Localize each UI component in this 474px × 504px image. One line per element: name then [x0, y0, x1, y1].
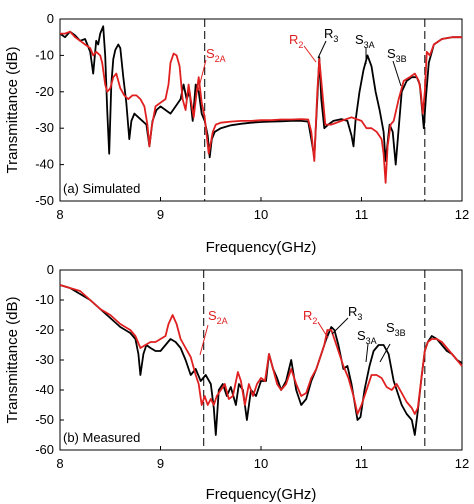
annotation-s2a-a: S2A — [197, 46, 226, 92]
svg-text:S3A: S3A — [355, 32, 375, 50]
annotation-sub: 3B — [395, 328, 406, 338]
annotation-r2-a: R2 — [289, 32, 317, 63]
annotation-sub: 3A — [366, 336, 377, 346]
panel-a-simulated: 0-10-20-30-40-50 8 9 10 11 12 (a) Simulated … — [4, 11, 469, 256]
y-tick-label: -30 — [35, 120, 54, 135]
y-axis-label-b: Transmittance (dB) — [4, 297, 21, 424]
x-tick-label: 12 — [455, 207, 469, 222]
annotation-s3b-a: S3B — [387, 46, 407, 87]
plot-frame-b — [59, 269, 463, 451]
annotation-s3a-a: S3A — [355, 32, 375, 64]
panel-label-a: (a) Simulated — [63, 181, 140, 196]
y-tick-label: -10 — [35, 292, 54, 307]
svg-text:S2A: S2A — [206, 46, 226, 64]
annotation-main: R — [289, 32, 298, 47]
panel-b-measured: 0 -10 -20 -30 -40 -50 -60 8 9 10 11 12 (b) Measure… — [4, 262, 469, 503]
annotation-main: S — [355, 32, 364, 47]
y-tick-label: -50 — [35, 193, 54, 208]
annotation-sub: 3 — [333, 34, 338, 44]
x-axis-label-b: Frequency(GHz) — [206, 486, 317, 503]
x-tick-label: 12 — [455, 456, 469, 471]
x-tick-label: 11 — [355, 456, 369, 471]
annotation-r3-b: R3 — [331, 304, 362, 335]
y-tick-label: -50 — [35, 412, 54, 427]
svg-text:R3: R3 — [324, 26, 338, 44]
y-tick-label: -60 — [35, 442, 54, 457]
annotation-sub: 2A — [215, 54, 226, 64]
y-tick-label: -40 — [35, 382, 54, 397]
annotation-main: S — [208, 308, 217, 323]
svg-text:R3: R3 — [348, 304, 362, 322]
annotation-r3-a: R3 — [317, 26, 338, 59]
y-axis-label-a: Transmittance (dB) — [4, 47, 21, 174]
y-tick-label: -10 — [35, 47, 54, 62]
x-tick-label: 10 — [254, 456, 268, 471]
svg-text:R2: R2 — [289, 32, 303, 50]
annotation-sub: 3A — [364, 40, 375, 50]
annotation-r2-b: R2 — [303, 308, 329, 339]
x-axis-label-a: Frequency(GHz) — [206, 239, 317, 256]
y-tick-label: 0 — [47, 262, 54, 277]
annotation-sub: 2A — [217, 316, 228, 326]
x-tick-label: 9 — [157, 456, 164, 471]
annotation-sub: 2 — [312, 316, 317, 326]
svg-text:R2: R2 — [303, 308, 317, 326]
annotation-main: R — [324, 26, 333, 41]
annotation-main: S — [206, 46, 215, 61]
series-line-red — [60, 30, 462, 184]
annotation-main: S — [386, 320, 395, 335]
series-line-black — [59, 25, 462, 166]
x-tick-label: 8 — [56, 456, 63, 471]
y-tick-label: -40 — [35, 157, 54, 172]
annotation-sub: 2 — [298, 40, 303, 50]
x-tick-label: 9 — [157, 207, 164, 222]
annotation-main: S — [387, 46, 396, 61]
panel-label-b: (b) Measured — [63, 430, 140, 445]
annotation-main: R — [348, 304, 357, 319]
annotation-main: R — [303, 308, 312, 323]
y-tick-label: -30 — [35, 352, 54, 367]
annotation-sub: 3B — [396, 54, 407, 64]
svg-text:S3B: S3B — [387, 46, 407, 64]
annotation-s3a-b: S3A — [357, 328, 377, 363]
series-line-black — [59, 284, 463, 436]
annotation-main: S — [357, 328, 366, 343]
x-tick-label: 11 — [355, 207, 369, 222]
annotation-s3b-b: S3B — [379, 320, 406, 363]
x-tick-label: 8 — [56, 207, 63, 222]
svg-text:S3A: S3A — [357, 328, 377, 346]
series-line-red — [59, 284, 463, 415]
svg-text:S3B: S3B — [386, 320, 406, 338]
annotation-s2a-b: S2A — [199, 308, 228, 356]
x-tick-label: 10 — [254, 207, 268, 222]
svg-text:S2A: S2A — [208, 308, 228, 326]
y-tick-label: 0 — [47, 11, 54, 26]
y-tick-label: -20 — [35, 84, 54, 99]
annotation-sub: 3 — [357, 312, 362, 322]
y-tick-label: -20 — [35, 322, 54, 337]
